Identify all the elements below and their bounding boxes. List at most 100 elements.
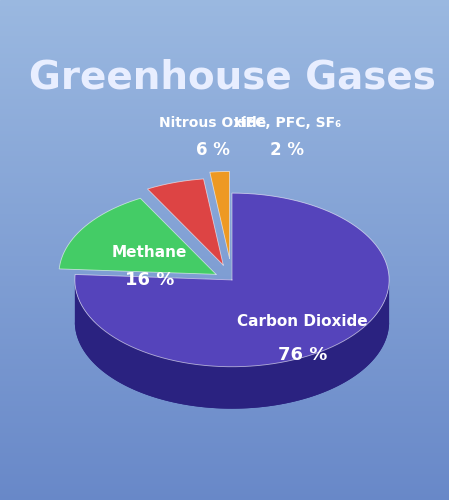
Bar	[0, 495, 449, 496]
Bar	[0, 338, 449, 340]
Text: 16 %: 16 %	[125, 271, 174, 289]
Bar	[0, 460, 449, 462]
Bar	[0, 334, 449, 335]
Bar	[0, 366, 449, 368]
Bar	[0, 56, 449, 58]
Bar	[0, 198, 449, 200]
Bar	[0, 166, 449, 168]
Bar	[0, 154, 449, 155]
Bar	[0, 260, 449, 262]
Bar	[0, 216, 449, 218]
Bar	[0, 420, 449, 422]
Bar	[0, 162, 449, 164]
Bar	[0, 214, 449, 215]
Bar	[0, 286, 449, 288]
Bar	[0, 106, 449, 108]
Bar	[0, 232, 449, 234]
Bar	[0, 124, 449, 125]
Bar	[0, 90, 449, 92]
Bar	[0, 368, 449, 370]
Bar	[0, 16, 449, 18]
Bar	[0, 452, 449, 454]
Bar	[0, 175, 449, 176]
Bar	[0, 315, 449, 316]
Bar	[0, 138, 449, 140]
Bar	[0, 230, 449, 232]
Bar	[0, 144, 449, 145]
Bar	[0, 472, 449, 474]
Bar	[0, 426, 449, 428]
Bar	[0, 276, 449, 278]
Bar	[0, 342, 449, 344]
Bar	[0, 95, 449, 96]
Bar	[0, 116, 449, 118]
Bar	[0, 280, 449, 281]
Bar	[0, 316, 449, 318]
Bar	[0, 385, 449, 386]
Bar	[0, 156, 449, 158]
Bar	[0, 268, 449, 270]
Bar	[0, 262, 449, 264]
Bar	[0, 295, 449, 296]
Bar	[0, 54, 449, 55]
Bar	[0, 378, 449, 380]
Bar	[0, 255, 449, 256]
Bar	[0, 48, 449, 50]
Bar	[0, 282, 449, 284]
Bar	[0, 335, 449, 336]
Bar	[0, 202, 449, 203]
Text: 76 %: 76 %	[277, 346, 327, 364]
Bar	[0, 474, 449, 475]
Bar	[0, 146, 449, 148]
Bar	[0, 344, 449, 345]
Bar	[0, 86, 449, 88]
Bar	[0, 324, 449, 325]
Bar	[0, 120, 449, 122]
Bar	[0, 468, 449, 470]
Polygon shape	[88, 200, 375, 359]
Bar	[0, 425, 449, 426]
Bar	[0, 498, 449, 500]
Bar	[0, 55, 449, 56]
Bar	[0, 354, 449, 355]
Bar	[0, 10, 449, 12]
Bar	[0, 490, 449, 492]
Polygon shape	[75, 280, 389, 408]
Bar	[0, 25, 449, 26]
Bar	[0, 228, 449, 230]
Bar	[0, 350, 449, 352]
Bar	[0, 190, 449, 192]
Bar	[0, 448, 449, 450]
Bar	[0, 476, 449, 478]
Text: HFC, PFC, SF₆: HFC, PFC, SF₆	[234, 116, 341, 130]
Bar	[0, 96, 449, 98]
Text: 2 %: 2 %	[270, 140, 304, 158]
Bar	[0, 178, 449, 180]
Polygon shape	[130, 224, 334, 336]
Bar	[0, 328, 449, 330]
Bar	[0, 134, 449, 135]
Bar	[0, 38, 449, 40]
Bar	[0, 416, 449, 418]
Bar	[0, 195, 449, 196]
Bar	[0, 46, 449, 48]
Bar	[0, 436, 449, 438]
Bar	[0, 428, 449, 430]
Bar	[0, 18, 449, 20]
Bar	[0, 264, 449, 265]
Bar	[0, 256, 449, 258]
Bar	[0, 205, 449, 206]
Bar	[0, 204, 449, 205]
Bar	[0, 465, 449, 466]
Text: Nitrous Oxide: Nitrous Oxide	[159, 116, 266, 130]
Bar	[0, 272, 449, 274]
Bar	[0, 394, 449, 395]
Bar	[0, 225, 449, 226]
Bar	[0, 62, 449, 64]
Bar	[0, 165, 449, 166]
Bar	[0, 108, 449, 110]
Bar	[0, 58, 449, 60]
Bar	[0, 336, 449, 338]
Bar	[0, 296, 449, 298]
Polygon shape	[171, 246, 293, 314]
